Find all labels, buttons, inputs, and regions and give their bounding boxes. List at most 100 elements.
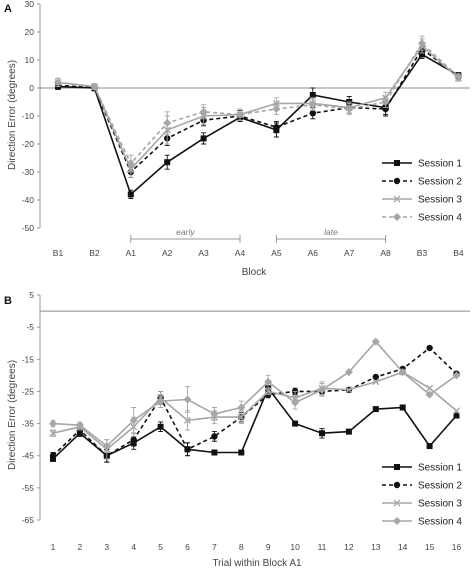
panel-b-x-tick-label: 3 <box>104 542 109 552</box>
panel-b-x-tick-label: 12 <box>344 542 354 552</box>
panel-a-data-point <box>272 105 281 113</box>
panel-b-data-point <box>264 377 273 386</box>
panel-b-x-tick-label: 14 <box>398 542 408 552</box>
panel-a-x-tick-label: A1 <box>126 248 137 258</box>
panel-b-data-point <box>345 386 353 394</box>
panel-a-ylabel: Direction Error (degrees) <box>7 60 18 170</box>
panel-b-x-tick-label: 1 <box>51 542 56 552</box>
panel-b: 5-5-15-25-35-45-55-651 2 3 4 5 6 7 8 9 10 11 12 13 14… <box>22 290 470 552</box>
panel-b-y-tick-label: -55 <box>22 483 35 493</box>
panel-b-data-point <box>75 421 84 430</box>
panel-a-bracket-label: late <box>324 227 338 237</box>
panel-b-data-point <box>183 395 192 404</box>
panel-a-x-tick-label: A3 <box>198 248 209 258</box>
panel-b-letter: B <box>4 295 12 307</box>
panel-b-series-line <box>52 371 458 451</box>
panel-a-bracket-early <box>130 235 241 243</box>
panel-b-data-point <box>237 413 245 421</box>
panel-a-data-point <box>163 119 172 127</box>
panel-b-data-point <box>399 404 406 411</box>
panel-b-data-point <box>426 344 433 352</box>
panel-b-data-point <box>291 398 300 407</box>
panel-a-data-point <box>381 98 390 106</box>
panel-b-series-4 <box>49 337 461 453</box>
panel-a-bracket-label: early <box>176 227 195 237</box>
panel-b-legend-marker <box>393 499 401 507</box>
panel-a-legend-marker <box>393 177 401 185</box>
panel-a-x-tick-label: A4 <box>235 248 246 258</box>
panel-b-y-tick-label: -45 <box>22 451 35 461</box>
panel-b-data-point <box>184 416 191 424</box>
panel-b-data-point <box>344 368 353 377</box>
panel-a-data-point <box>54 78 62 87</box>
panel-b-legend-marker <box>393 517 401 525</box>
panel-a-data-point <box>309 110 316 117</box>
panel-a-data-point <box>236 110 244 119</box>
panel-a-data-point <box>418 39 426 48</box>
panel-a-bracket-late <box>275 235 387 243</box>
panel-b-data-point <box>371 337 380 346</box>
panel-a-x-tick-label: A2 <box>162 248 173 258</box>
panel-b-data-point <box>264 387 272 395</box>
panel-a-x-tick-label: B1 <box>53 248 64 258</box>
panel-a-x-tick-label: A6 <box>308 248 319 258</box>
panel-a-legend-label: Session 1 <box>418 159 462 170</box>
panel-a-y-tick-label: -10 <box>22 111 35 121</box>
panel-b-data-point <box>130 436 137 443</box>
panel-a-data-point <box>454 72 463 81</box>
panel-b-data-point <box>372 373 379 381</box>
panel-b-data-point <box>318 385 326 394</box>
panel-a-data-point <box>345 105 354 113</box>
panel-a-letter: A <box>4 3 12 15</box>
panel-a-y-tick-label: 30 <box>25 0 35 9</box>
panel-b-data-point <box>426 443 433 450</box>
panel-a-y-tick-label: -20 <box>22 139 35 149</box>
panel-a-x-tick-label: A7 <box>344 248 355 258</box>
panel-b-y-tick-label: -5 <box>26 322 34 332</box>
panel-a-data-point <box>164 159 171 166</box>
panel-a-series-3 <box>54 38 462 179</box>
panel-b-data-point <box>372 406 379 413</box>
panel-b-y-tick-label: -65 <box>22 515 35 525</box>
panel-b-series-line <box>52 386 458 460</box>
panel-b-x-tick-label: 15 <box>425 542 435 552</box>
panel-a-data-point <box>127 191 134 198</box>
panel-b-data-point <box>184 446 191 453</box>
panel-a-x-tick-label: A8 <box>380 248 391 258</box>
panel-b-legend-label: Session 4 <box>418 517 462 528</box>
panel-b-data-point <box>102 442 111 451</box>
panel-a-x-tick-label: A5 <box>271 248 282 258</box>
panel-a-xlabel: Block <box>242 267 267 278</box>
panel-b-legend-label: Session 1 <box>418 463 462 474</box>
panel-a-x-tick-label: B3 <box>417 248 428 258</box>
panel-a-legend-marker <box>393 213 401 221</box>
panel-b-series-line <box>52 346 458 457</box>
panel-b-data-point <box>211 433 218 440</box>
panel-b-series-3 <box>49 368 460 460</box>
panel-b-xlabel: Trial within Block A1 <box>212 558 302 569</box>
panel-a-data-point <box>199 107 208 116</box>
panel-b-data-point <box>49 429 57 437</box>
panel-a-series-line <box>57 47 459 174</box>
panel-b-legend-label: Session 2 <box>418 481 462 492</box>
panel-b-x-tick-label: 16 <box>452 542 462 552</box>
panel-a: 30 20 10 0 -10 -20 -30 -40 -50 B1 B2 A1 A2 A3 A4 A5 A6 A7… <box>22 0 470 258</box>
panel-a-series-1 <box>55 49 462 200</box>
panel-a-legend-label: Session 3 <box>418 195 462 206</box>
panel-b-x-tick-label: 9 <box>266 542 271 552</box>
panel-b-x-tick-label: 8 <box>239 542 244 552</box>
panel-a-y-tick-label: 20 <box>25 27 35 37</box>
panel-b-data-point <box>345 428 352 435</box>
panel-b-data-point <box>372 378 380 386</box>
panel-b-x-tick-label: 6 <box>185 542 190 552</box>
panel-b-x-tick-label: 10 <box>290 542 300 552</box>
panel-b-data-point <box>156 397 165 406</box>
panel-a-y-tick-label: 10 <box>25 55 35 65</box>
panel-b-x-tick-label: 11 <box>318 542 327 552</box>
panel-b-x-tick-label: 2 <box>78 542 83 552</box>
panel-a-data-point <box>309 92 316 98</box>
panel-b-x-tick-label: 4 <box>131 542 136 552</box>
panel-b-data-point <box>49 419 57 428</box>
panel-a-data-point <box>90 82 99 91</box>
